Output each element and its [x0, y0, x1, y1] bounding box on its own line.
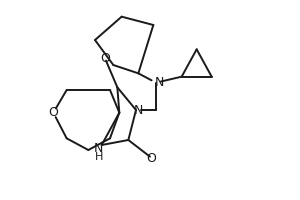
- Text: O: O: [48, 106, 58, 119]
- Text: O: O: [100, 52, 110, 65]
- Text: H: H: [94, 152, 103, 162]
- Text: O: O: [146, 152, 156, 165]
- Text: N: N: [154, 76, 164, 89]
- Text: N: N: [133, 104, 143, 116]
- Text: N: N: [94, 142, 104, 156]
